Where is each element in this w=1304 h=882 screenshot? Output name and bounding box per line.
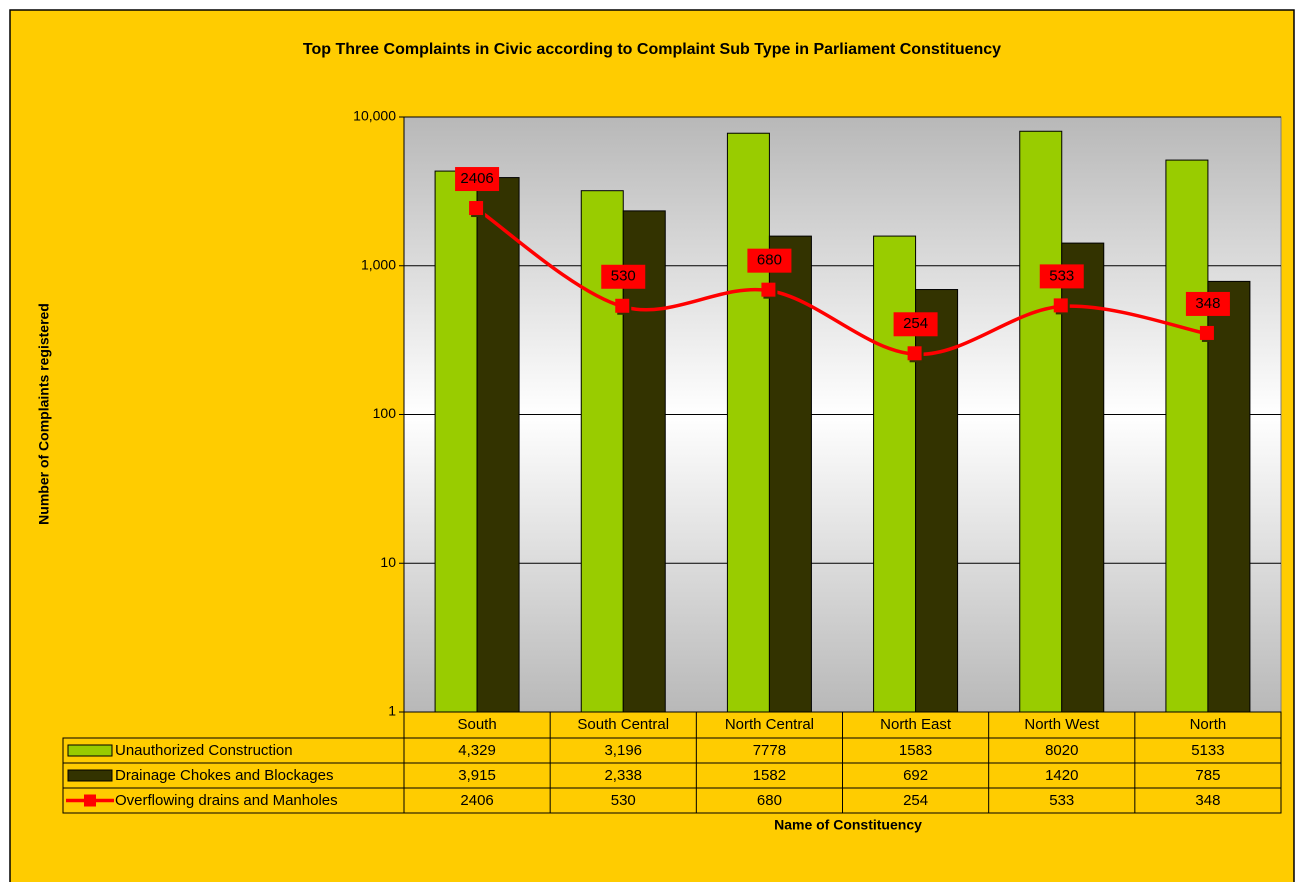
line-marker <box>907 346 922 361</box>
table-cell: 3,915 <box>458 767 496 784</box>
data-label-box <box>747 248 792 273</box>
data-label: 530 <box>611 268 636 285</box>
table-cell: 530 <box>611 792 636 809</box>
x-axis-label: Name of Constituency <box>774 817 922 833</box>
table-cell: 1582 <box>753 767 786 784</box>
x-tick-label: South Central <box>577 716 669 733</box>
table-cell: 2,338 <box>604 767 642 784</box>
bar <box>768 235 812 713</box>
y-tick-label: 100 <box>373 405 397 421</box>
y-tick-label: 10,000 <box>353 108 396 124</box>
table-cell: 1420 <box>1045 767 1078 784</box>
data-label-box <box>893 312 938 337</box>
line-marker <box>1053 298 1068 313</box>
legend-key <box>67 769 113 782</box>
bar <box>726 132 770 713</box>
data-label: 2406 <box>460 170 493 187</box>
legend-label: Overflowing drains and Manholes <box>115 792 338 809</box>
data-label: 254 <box>903 315 928 332</box>
bar <box>1019 130 1063 713</box>
y-tick-label: 1,000 <box>361 256 396 272</box>
bar <box>873 235 917 713</box>
legend-label: Unauthorized Construction <box>115 742 293 759</box>
line-series <box>476 207 1209 357</box>
table-cell: 254 <box>903 792 928 809</box>
data-label-box <box>1185 291 1230 316</box>
data-label-box <box>455 167 500 192</box>
table-cell: 7778 <box>753 742 786 759</box>
bar <box>476 177 520 713</box>
x-tick-label: South <box>457 716 496 733</box>
table-cell: 2406 <box>460 792 493 809</box>
chart-title: Top Three Complaints in Civic according … <box>303 41 1001 58</box>
x-tick-label: North West <box>1024 716 1100 733</box>
table-cell: 533 <box>1049 792 1074 809</box>
bar <box>434 170 478 713</box>
table-cell: 5133 <box>1191 742 1224 759</box>
legend-key-marker <box>84 794 96 807</box>
table-cell: 1583 <box>899 742 932 759</box>
data-label: 348 <box>1195 295 1220 312</box>
data-label-box <box>1039 264 1084 289</box>
data-label: 680 <box>757 252 782 269</box>
y-tick-label: 1 <box>388 703 396 719</box>
line-marker <box>615 298 630 313</box>
data-label: 533 <box>1049 267 1074 284</box>
legend-label: Drainage Chokes and Blockages <box>115 767 333 784</box>
bar <box>1207 280 1251 713</box>
y-axis-label: Number of Complaints registered <box>36 303 52 525</box>
table-cell: 785 <box>1195 767 1220 784</box>
line-marker <box>1199 325 1214 340</box>
x-tick-label: North <box>1190 716 1227 733</box>
bar <box>1165 159 1209 713</box>
line-marker <box>469 201 484 216</box>
table-cell: 4,329 <box>458 742 496 759</box>
data-label-box <box>601 264 646 289</box>
table-cell: 8020 <box>1045 742 1078 759</box>
table-cell: 348 <box>1195 792 1220 809</box>
bar <box>622 210 666 713</box>
table-cell: 3,196 <box>604 742 642 759</box>
table-cell: 692 <box>903 767 928 784</box>
line-marker <box>761 282 776 297</box>
legend-key <box>67 744 113 757</box>
x-tick-label: North Central <box>725 716 814 733</box>
table-cell: 680 <box>757 792 782 809</box>
x-tick-label: North East <box>880 716 952 733</box>
y-tick-label: 10 <box>380 554 396 570</box>
